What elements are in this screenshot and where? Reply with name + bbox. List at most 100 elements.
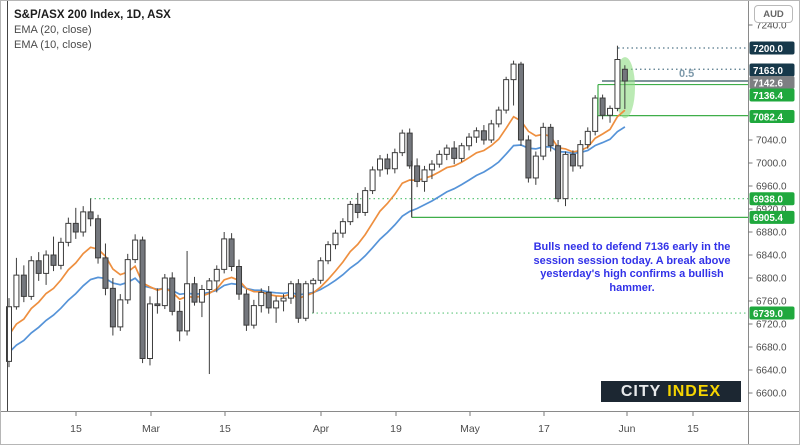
candle (406, 128, 413, 169)
candle (517, 61, 524, 146)
candle (87, 198, 94, 227)
candle (391, 148, 398, 174)
logo-city-text: CITY (620, 382, 662, 400)
price-axis-label: 7040.0 (756, 136, 787, 147)
candle (443, 144, 450, 161)
candle (495, 106, 502, 128)
candle (354, 192, 361, 219)
candle (525, 135, 532, 183)
candle (384, 153, 391, 175)
candle (569, 150, 576, 172)
candle (43, 250, 50, 285)
candle (325, 241, 332, 265)
candle (510, 60, 517, 106)
candle (473, 127, 480, 143)
candle (532, 151, 539, 185)
candle (50, 236, 57, 272)
ema20-line[interactable] (8, 126, 626, 354)
legend: S&P/ASX 200 Index, 1D, ASX EMA (20, clos… (14, 8, 171, 53)
candle (480, 125, 487, 145)
time-axis-label: May (460, 423, 481, 435)
candle (369, 166, 376, 195)
chart-note-text[interactable]: Bulls need to defend 7136 early in the s… (533, 241, 731, 294)
candle (117, 294, 124, 331)
time-axis-label: Jun (619, 423, 636, 435)
price-axis-label: 6720.0 (756, 320, 787, 331)
candle (451, 141, 458, 165)
candle (109, 278, 116, 336)
candle (65, 217, 72, 247)
svg-text:7136.4: 7136.4 (753, 91, 784, 102)
indicator-ema20-label[interactable]: EMA (20, close) (14, 24, 92, 36)
price-axis-label: 6840.0 (756, 251, 787, 262)
candle (362, 187, 369, 216)
time-axis-label: 17 (538, 423, 550, 435)
time-axis-label: 15 (70, 423, 82, 435)
candle (206, 278, 213, 375)
candle (198, 284, 205, 318)
candle (562, 151, 569, 207)
price-axis-label: 6880.0 (756, 228, 787, 239)
candle (399, 129, 406, 157)
city-index-logo: CITY INDEX (601, 381, 741, 402)
candle (503, 76, 510, 114)
axis-labels-layer[interactable]: 7240.0 7040.0 7000.0 6960.0 6920.0 6880.0 6840… (70, 21, 787, 436)
candle (555, 140, 562, 203)
ema-layer (8, 109, 626, 354)
candle (95, 214, 102, 264)
price-badge-6739.0: 6739.0 (749, 306, 795, 320)
candle (102, 243, 109, 296)
candle (458, 142, 465, 162)
price-badge-7200.0: 7200.0 (749, 41, 795, 55)
candle (488, 119, 495, 143)
candle (273, 296, 280, 323)
time-axis-label: Mar (142, 423, 161, 435)
price-axis-label: 6800.0 (756, 274, 787, 285)
candle (540, 122, 547, 161)
candle (213, 265, 220, 293)
time-axis-label: 15 (219, 423, 231, 435)
candle (584, 127, 591, 149)
candle (621, 65, 628, 109)
candle (236, 259, 243, 300)
price-axis-label: 6600.0 (756, 389, 787, 400)
price-badge-6938.0: 6938.0 (749, 192, 795, 206)
price-badge-7136.4: 7136.4 (749, 88, 795, 102)
price-axis-label: 6680.0 (756, 343, 787, 354)
candle (20, 265, 27, 303)
candle (124, 253, 131, 304)
svg-text:7142.6: 7142.6 (753, 78, 784, 89)
candle (414, 158, 421, 188)
price-axis-label: 7240.0 (756, 21, 787, 32)
logo-index-text: INDEX (667, 382, 722, 400)
price-axis-label: 6960.0 (756, 182, 787, 193)
price-badge-7142.6: 7142.6 (749, 76, 795, 89)
candle (310, 278, 317, 314)
fib-level-label[interactable]: 0.5 (679, 68, 694, 80)
price-badge-7082.4: 7082.4 (749, 110, 795, 123)
candle (599, 94, 606, 120)
candle (228, 233, 235, 272)
candle (377, 154, 383, 177)
time-axis-label: Apr (313, 423, 330, 435)
svg-text:6739.0: 6739.0 (753, 309, 784, 320)
currency-button[interactable]: AUD (754, 5, 793, 23)
symbol-title[interactable]: S&P/ASX 200 Index, 1D, ASX (14, 9, 171, 21)
ema10-line[interactable] (8, 109, 626, 336)
candle (6, 298, 12, 368)
candle (132, 234, 139, 264)
candle (57, 237, 64, 270)
candle (258, 288, 265, 313)
price-axis-label: 6760.0 (756, 297, 787, 308)
candle (421, 165, 428, 192)
candle (169, 272, 176, 316)
candle (302, 280, 309, 322)
candle (436, 150, 443, 168)
candle (154, 288, 161, 314)
candle (592, 95, 599, 136)
indicator-ema10-label[interactable]: EMA (10, close) (14, 39, 92, 51)
svg-text:7200.0: 7200.0 (753, 44, 784, 55)
candle (80, 206, 87, 237)
